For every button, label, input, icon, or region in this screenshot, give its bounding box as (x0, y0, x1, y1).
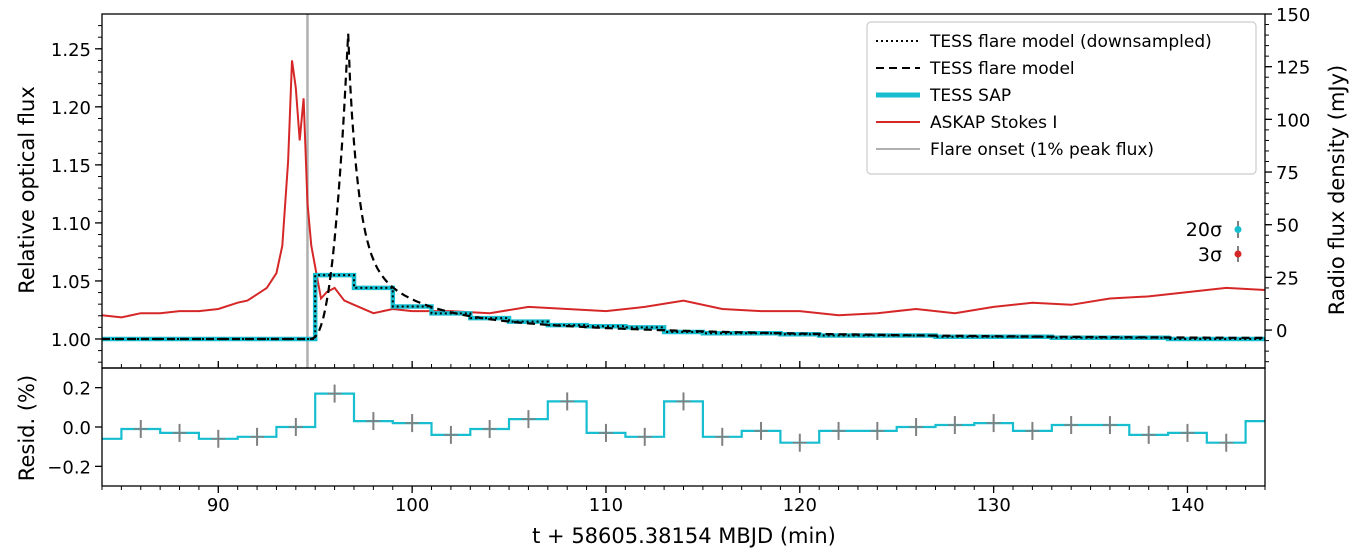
legend-label: TESS flare model (929, 59, 1075, 79)
bottom-panel: −0.2 0.0 0.2 90 100 110 120 130 140 (47, 367, 1266, 516)
tess-sap-line (102, 272, 1265, 342)
errbar-20sigma-marker (1234, 226, 1242, 233)
residual-line (102, 392, 1265, 444)
x-tick-label: 130 (976, 495, 1010, 516)
y-tick-label-left: 1.25 (51, 40, 91, 61)
y-tick-label-left: 1.15 (51, 156, 91, 177)
y-tick-label-right: 125 (1276, 58, 1310, 79)
legend-label: TESS SAP (929, 86, 1011, 106)
y-tick-label-right: 100 (1276, 110, 1310, 131)
x-tick-label: 110 (589, 495, 623, 516)
y-tick-label-left: 1.05 (51, 272, 91, 293)
askap-stokes-i-line (101, 60, 1266, 319)
y-axis-label-right: Radio flux density (mJy) (1325, 65, 1349, 315)
x-tick-label: 100 (395, 495, 429, 516)
y-tick-label-resid: 0.2 (62, 379, 91, 400)
y-tick-label-right: 75 (1276, 163, 1299, 184)
y-tick-label-right: 50 (1276, 216, 1299, 237)
x-tick-label: 120 (783, 495, 817, 516)
x-axis-label: t + 58605.38154 MBJD (min) (532, 524, 836, 548)
x-tick-label: 90 (207, 495, 230, 516)
y-tick-label-resid: 0.0 (62, 418, 91, 439)
y-tick-label-right: 0 (1276, 321, 1287, 342)
y-tick-label-resid: −0.2 (47, 457, 91, 478)
y-axis-label-left: Relative optical flux (15, 86, 39, 294)
y-tick-label-left: 1.10 (51, 214, 91, 235)
flare-model-line (102, 33, 1265, 341)
flare-model-downsampled-line (102, 274, 1265, 340)
legend-label: TESS flare model (downsampled) (929, 32, 1212, 52)
y-tick-label-right: 150 (1276, 5, 1310, 26)
y-tick-label-right: 25 (1276, 268, 1299, 289)
legend-box (866, 21, 1257, 175)
legend-label: ASKAP Stokes I (930, 113, 1057, 133)
errbar-3sigma-label: 3σ (1198, 244, 1222, 266)
errbar-20sigma-label: 20σ (1186, 219, 1222, 241)
legend-label: Flare onset (1% peak flux) (930, 140, 1154, 160)
y-tick-label-left: 1.20 (51, 98, 91, 119)
errbar-3sigma-marker (1234, 250, 1242, 258)
y-tick-label-left: 1.00 (51, 330, 91, 351)
legend: TESS flare model (downsampled) TESS flare… (866, 21, 1257, 175)
x-tick-label: 140 (1170, 495, 1204, 516)
y-axis-label-resid: Resid. (%) (15, 375, 39, 481)
